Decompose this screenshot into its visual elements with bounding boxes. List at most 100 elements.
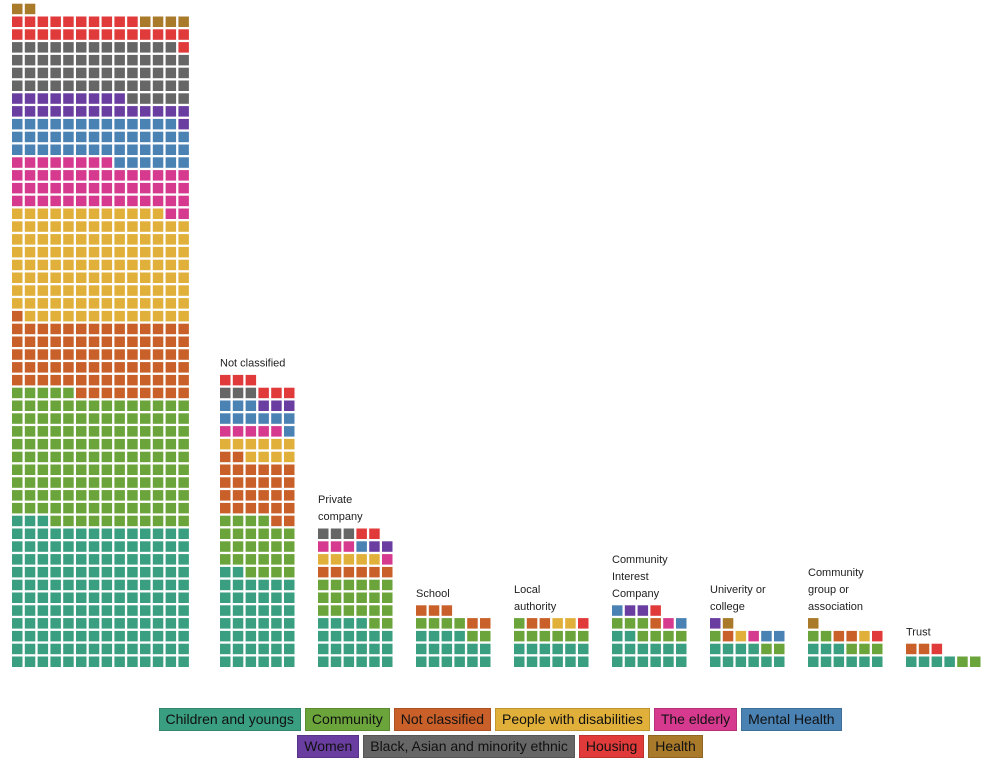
waffle-unit xyxy=(356,656,367,667)
waffle-unit xyxy=(88,118,100,130)
legend-item[interactable]: Community xyxy=(304,708,390,731)
waffle-unit xyxy=(24,592,36,603)
waffle-unit xyxy=(428,605,440,616)
waffle-unit xyxy=(140,374,151,386)
waffle-unit xyxy=(140,272,151,283)
waffle-unit xyxy=(76,221,87,232)
waffle-unit xyxy=(127,400,138,411)
waffle-unit xyxy=(12,554,23,565)
waffle-unit xyxy=(178,643,189,655)
waffle-unit xyxy=(76,106,87,117)
waffle-unit xyxy=(101,592,113,603)
waffle-unit xyxy=(88,93,100,104)
waffle-unit xyxy=(140,67,151,79)
waffle-unit xyxy=(970,656,981,667)
waffle-unit xyxy=(76,387,87,399)
waffle-unit xyxy=(650,643,661,655)
waffle-unit xyxy=(178,515,189,527)
waffle-unit xyxy=(63,118,74,130)
legend-item[interactable]: Black, Asian and minority ethnic xyxy=(363,735,575,758)
waffle-unit xyxy=(165,592,177,603)
waffle-unit xyxy=(127,592,138,603)
waffle-unit xyxy=(220,490,231,501)
legend-item[interactable]: Not classified xyxy=(393,708,491,731)
waffle-unit xyxy=(356,541,367,552)
legend-item[interactable]: The elderly xyxy=(653,708,738,731)
legend-item[interactable]: Children and youngs xyxy=(158,708,301,731)
waffle-unit xyxy=(12,80,23,91)
waffle-unit xyxy=(245,656,257,667)
waffle-unit xyxy=(63,131,74,143)
waffle-unit xyxy=(165,387,177,399)
waffle-unit xyxy=(165,400,177,411)
waffle-unit xyxy=(165,221,177,232)
legend-item[interactable]: Health xyxy=(648,735,703,758)
waffle-unit xyxy=(114,592,125,603)
waffle-unit xyxy=(76,298,87,309)
waffle-unit xyxy=(245,400,257,411)
waffle-unit xyxy=(178,618,189,629)
waffle-unit xyxy=(178,272,189,283)
legend-item[interactable]: Mental Health xyxy=(741,708,842,731)
waffle-unit xyxy=(245,579,257,591)
waffle-unit xyxy=(127,618,138,629)
waffle-unit xyxy=(578,656,589,667)
waffle-unit xyxy=(114,451,125,463)
waffle-unit xyxy=(63,246,74,258)
waffle-unit xyxy=(220,477,231,488)
legend-item[interactable]: People with disabilities xyxy=(494,708,650,731)
waffle-unit xyxy=(50,554,61,565)
waffle-unit xyxy=(178,259,189,271)
waffle-unit xyxy=(284,502,295,514)
legend-item[interactable]: Housing xyxy=(578,735,645,758)
waffle-unit xyxy=(101,221,113,232)
waffle-unit xyxy=(50,298,61,309)
waffle-unit xyxy=(165,349,177,360)
waffle-unit xyxy=(382,554,393,565)
waffle-unit xyxy=(330,643,342,655)
waffle-unit xyxy=(220,400,231,411)
waffle-unit xyxy=(50,618,61,629)
waffle-unit xyxy=(140,502,151,514)
waffle-unit xyxy=(50,605,61,616)
waffle-unit xyxy=(676,618,687,629)
waffle-unit xyxy=(454,618,465,629)
waffle-unit xyxy=(343,592,355,603)
waffle-unit xyxy=(918,643,930,655)
waffle-unit xyxy=(114,426,125,437)
waffle-unit xyxy=(735,643,747,655)
waffle-unit xyxy=(152,195,164,207)
waffle-unit xyxy=(906,656,917,667)
waffle-unit xyxy=(748,656,759,667)
waffle-unit xyxy=(50,106,61,117)
waffle-unit xyxy=(356,566,367,578)
waffle-unit xyxy=(24,93,36,104)
waffle-unit xyxy=(37,144,49,155)
waffle-unit xyxy=(88,592,100,603)
waffle-unit xyxy=(232,464,244,475)
waffle-unit xyxy=(76,80,87,91)
waffle-unit xyxy=(258,413,269,424)
waffle-unit xyxy=(245,451,257,463)
waffle-unit xyxy=(127,643,138,655)
waffle-unit xyxy=(178,80,189,91)
waffle-unit xyxy=(88,234,100,245)
waffle-unit xyxy=(232,618,244,629)
waffle-unit xyxy=(63,413,74,424)
waffle-unit xyxy=(271,528,282,539)
waffle-unit xyxy=(76,451,87,463)
waffle-unit xyxy=(284,528,295,539)
waffle-unit xyxy=(526,630,538,642)
waffle-unit xyxy=(12,643,23,655)
waffle-unit xyxy=(12,67,23,79)
waffle-unit xyxy=(165,579,177,591)
waffle-unit xyxy=(76,285,87,296)
waffle-unit xyxy=(50,310,61,322)
waffle-unit xyxy=(165,285,177,296)
waffle-unit xyxy=(284,413,295,424)
legend-item[interactable]: Women xyxy=(297,735,360,758)
waffle-unit xyxy=(127,118,138,130)
waffle-unit xyxy=(258,566,269,578)
waffle-unit xyxy=(165,374,177,386)
waffle-unit xyxy=(382,541,393,552)
